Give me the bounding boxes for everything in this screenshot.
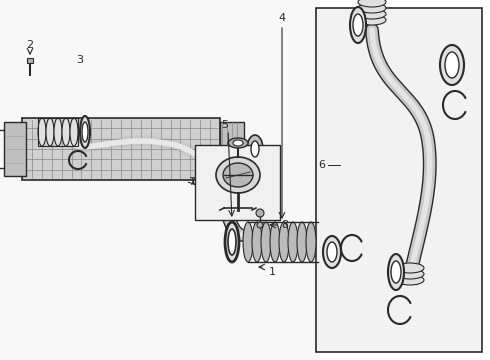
Ellipse shape bbox=[445, 52, 459, 78]
Ellipse shape bbox=[256, 209, 264, 217]
Bar bbox=[195, 145, 280, 220]
Text: 2: 2 bbox=[26, 40, 33, 50]
Ellipse shape bbox=[358, 9, 386, 19]
Ellipse shape bbox=[62, 118, 70, 146]
Polygon shape bbox=[0, 26, 285, 208]
Text: 7: 7 bbox=[189, 177, 196, 187]
Ellipse shape bbox=[306, 222, 316, 262]
Ellipse shape bbox=[38, 118, 46, 146]
Text: 8: 8 bbox=[281, 220, 289, 230]
Bar bbox=[4, 122, 26, 176]
Ellipse shape bbox=[297, 222, 307, 262]
Ellipse shape bbox=[54, 118, 62, 146]
Ellipse shape bbox=[223, 163, 253, 187]
Ellipse shape bbox=[327, 242, 337, 262]
Ellipse shape bbox=[288, 222, 298, 262]
Ellipse shape bbox=[228, 229, 236, 255]
Bar bbox=[22, 118, 220, 180]
Ellipse shape bbox=[225, 222, 239, 262]
Ellipse shape bbox=[353, 14, 363, 36]
Ellipse shape bbox=[252, 222, 262, 262]
Ellipse shape bbox=[350, 7, 366, 43]
Text: 6: 6 bbox=[318, 160, 325, 170]
Ellipse shape bbox=[82, 122, 88, 142]
Ellipse shape bbox=[80, 116, 90, 148]
Ellipse shape bbox=[279, 222, 289, 262]
Text: 4: 4 bbox=[278, 13, 286, 23]
Ellipse shape bbox=[216, 157, 260, 193]
Ellipse shape bbox=[46, 118, 54, 146]
Ellipse shape bbox=[257, 222, 263, 228]
Ellipse shape bbox=[251, 141, 259, 157]
Ellipse shape bbox=[396, 275, 424, 285]
Ellipse shape bbox=[228, 138, 248, 148]
Ellipse shape bbox=[396, 269, 424, 279]
Text: 3: 3 bbox=[76, 55, 83, 65]
Ellipse shape bbox=[358, 3, 386, 13]
Ellipse shape bbox=[270, 222, 280, 262]
Bar bbox=[0, 0, 320, 360]
Ellipse shape bbox=[396, 263, 424, 273]
Text: 5: 5 bbox=[221, 120, 228, 130]
Bar bbox=[316, 8, 482, 352]
Ellipse shape bbox=[70, 118, 78, 146]
Ellipse shape bbox=[247, 135, 263, 163]
Bar bbox=[27, 58, 33, 63]
Ellipse shape bbox=[323, 236, 341, 268]
Ellipse shape bbox=[261, 222, 271, 262]
Ellipse shape bbox=[440, 45, 464, 85]
Ellipse shape bbox=[388, 254, 404, 290]
Ellipse shape bbox=[358, 0, 386, 7]
Ellipse shape bbox=[358, 15, 386, 25]
Ellipse shape bbox=[243, 222, 253, 262]
Ellipse shape bbox=[233, 140, 243, 146]
Bar bbox=[220, 122, 244, 176]
Text: 1: 1 bbox=[269, 267, 275, 277]
Ellipse shape bbox=[391, 261, 401, 283]
